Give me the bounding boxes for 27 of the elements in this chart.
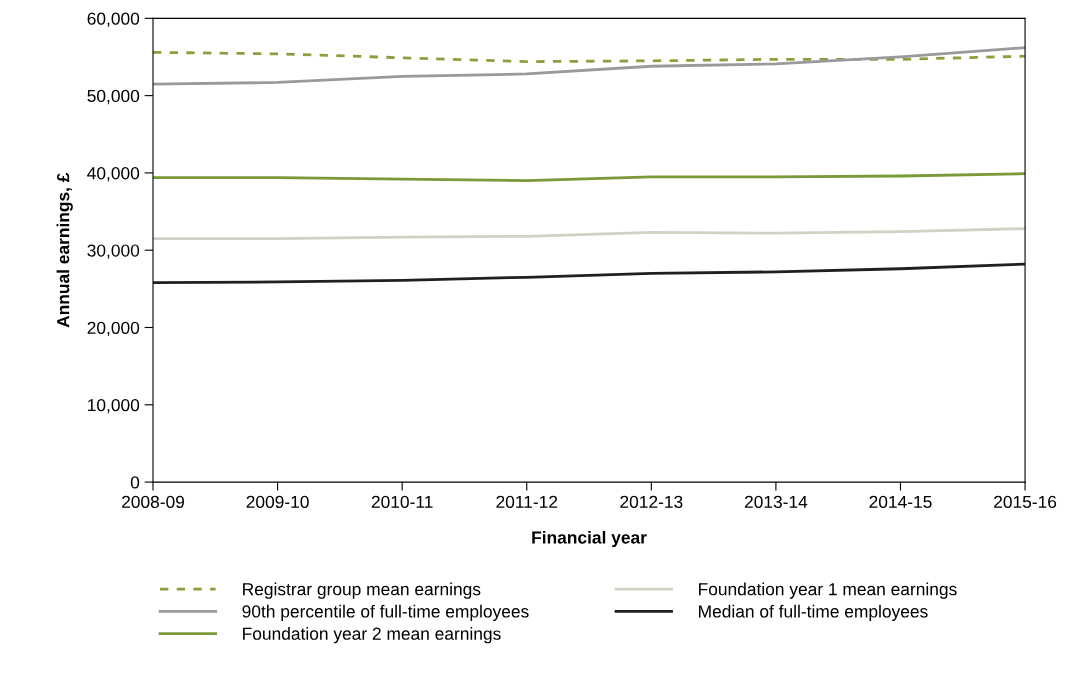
legend-label: Foundation year 2 mean earnings [243,627,501,644]
line-series [153,227,1026,241]
line-series [153,50,1026,64]
x-tick-label: 2015-16 [994,495,1057,509]
y-tick-label: 30,000 [87,244,140,259]
y-tick-label: 40,000 [87,167,140,182]
y-tick-label: 0 [130,476,140,489]
y-tick-label: 20,000 [87,321,140,337]
legend-label: Median of full-time employees [699,604,928,622]
legend-label: Foundation year 1 mean earnings [699,582,957,599]
x-tick-label: 2009-10 [246,495,309,509]
x-tick-label: 2012-13 [620,495,683,509]
x-tick-label: 2014-15 [869,495,932,509]
y-axis-title: Annual earnings, £ [56,172,73,328]
x-tick-label: 2008-09 [122,495,185,509]
y-tick-label: 60,000 [87,12,140,27]
x-tick-label: 2010-11 [371,495,433,509]
legend-label: Registrar group mean earnings [243,582,481,599]
x-axis-title: Financial year [532,530,647,548]
line-series [153,262,1026,285]
y-tick-label: 50,000 [87,89,140,105]
line-series [153,46,1026,86]
x-tick-label: 2013-14 [744,495,808,509]
y-tick-label: 10,000 [88,398,140,414]
legend-label: 90th percentile of full-time employees [242,604,529,622]
line-series [153,172,1026,183]
x-tick-label: 2011-12 [496,495,558,509]
